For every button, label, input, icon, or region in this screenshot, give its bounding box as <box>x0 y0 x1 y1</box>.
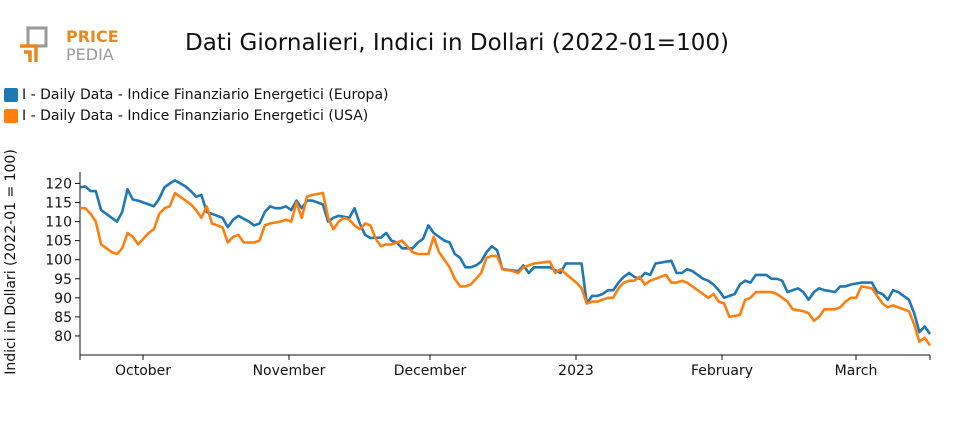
series-line-europa <box>79 179 932 335</box>
legend: I - Daily Data - Indice Finanziario Ener… <box>4 84 388 126</box>
y-tick-label: 80 <box>54 329 72 345</box>
legend-item-europa[interactable]: I - Daily Data - Indice Finanziario Ener… <box>4 84 388 105</box>
x-tick-label: October <box>115 363 171 379</box>
chart-title: Dati Giornalieri, Indici in Dollari (202… <box>185 30 729 56</box>
legend-swatch-europa <box>4 87 18 102</box>
series-layer <box>79 179 932 347</box>
y-axis-label: Indici in Dollari (2022-01 = 100) <box>3 149 19 375</box>
y-tick-label: 110 <box>45 215 72 231</box>
x-tick-label: February <box>691 363 753 379</box>
y-tick-label: 85 <box>54 310 72 326</box>
y-tick-label: 115 <box>45 196 72 212</box>
legend-swatch-usa <box>4 108 18 123</box>
legend-label-europa: I - Daily Data - Indice Finanziario Ener… <box>22 86 389 103</box>
legend-label-usa: I - Daily Data - Indice Finanziario Ener… <box>22 107 369 124</box>
x-tick-label: 2023 <box>558 363 594 379</box>
x-tick-label: March <box>835 363 878 379</box>
y-tick-label: 120 <box>45 176 72 192</box>
y-tick-label: 100 <box>45 253 72 269</box>
y-tick-label: 90 <box>54 291 72 307</box>
y-tick-label: 105 <box>45 234 72 250</box>
x-axis: October November December 2023 February March <box>79 354 931 379</box>
x-tick-label: November <box>253 363 326 379</box>
series-line-usa <box>80 191 932 347</box>
x-tick-label: December <box>394 363 467 379</box>
y-axis: 80 85 90 95 100 105 110 115 120 <box>45 172 81 355</box>
logo-mark-small <box>24 50 32 62</box>
logo-mark-inner <box>20 44 38 62</box>
logo-text-price: PRICE <box>66 27 119 46</box>
pricepedia-logo: PRICE PEDIA <box>18 22 128 74</box>
logo-text-pedia: PEDIA <box>66 45 114 64</box>
legend-item-usa[interactable]: I - Daily Data - Indice Finanziario Ener… <box>4 105 388 126</box>
y-tick-label: 95 <box>54 272 72 288</box>
